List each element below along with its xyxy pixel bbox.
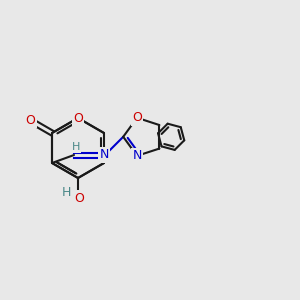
Text: O: O: [132, 111, 142, 124]
Text: O: O: [73, 112, 83, 124]
Text: N: N: [132, 149, 142, 162]
Text: O: O: [74, 191, 84, 205]
Text: N: N: [99, 148, 109, 161]
Text: H: H: [72, 142, 80, 152]
Text: O: O: [26, 114, 35, 127]
Text: H: H: [61, 185, 71, 199]
